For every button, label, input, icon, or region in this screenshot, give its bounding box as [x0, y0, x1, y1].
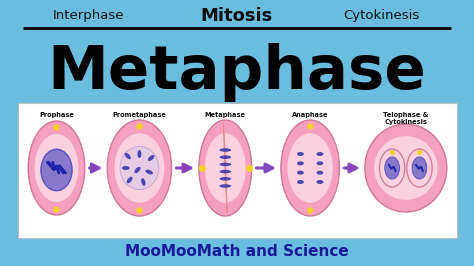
Ellipse shape	[135, 167, 141, 173]
Ellipse shape	[28, 121, 85, 215]
Text: Prophase: Prophase	[39, 112, 74, 118]
Ellipse shape	[219, 148, 231, 152]
Ellipse shape	[137, 150, 141, 158]
Ellipse shape	[219, 177, 231, 181]
Ellipse shape	[146, 170, 153, 174]
Ellipse shape	[365, 124, 447, 212]
Ellipse shape	[127, 177, 133, 183]
Text: Telophase &
Cytokinesis: Telophase & Cytokinesis	[383, 112, 428, 125]
Ellipse shape	[317, 171, 323, 175]
Ellipse shape	[297, 161, 304, 165]
Text: Prometaphase: Prometaphase	[112, 112, 166, 118]
Ellipse shape	[317, 152, 323, 156]
Ellipse shape	[380, 149, 405, 187]
FancyBboxPatch shape	[18, 103, 456, 238]
Ellipse shape	[125, 153, 131, 159]
Text: Anaphase: Anaphase	[292, 112, 328, 118]
Ellipse shape	[407, 149, 432, 187]
Text: Interphase: Interphase	[53, 10, 125, 23]
Ellipse shape	[317, 180, 323, 184]
Ellipse shape	[219, 184, 231, 188]
Ellipse shape	[412, 157, 427, 179]
Text: Metaphase: Metaphase	[47, 43, 427, 102]
Ellipse shape	[35, 134, 78, 202]
Ellipse shape	[120, 146, 159, 190]
Text: MooMooMath and Science: MooMooMath and Science	[125, 243, 349, 259]
Text: Cytokinesis: Cytokinesis	[343, 10, 419, 23]
Ellipse shape	[385, 157, 400, 179]
Ellipse shape	[374, 136, 438, 200]
Text: Metaphase: Metaphase	[205, 112, 246, 118]
Ellipse shape	[297, 171, 304, 175]
Ellipse shape	[297, 180, 304, 184]
Ellipse shape	[115, 133, 164, 203]
Ellipse shape	[317, 161, 323, 165]
Ellipse shape	[41, 149, 72, 191]
Ellipse shape	[219, 170, 231, 173]
Ellipse shape	[148, 155, 155, 161]
Ellipse shape	[297, 152, 304, 156]
Ellipse shape	[122, 166, 130, 170]
Text: Mitosis: Mitosis	[201, 7, 273, 25]
Ellipse shape	[281, 120, 339, 216]
Ellipse shape	[205, 133, 246, 203]
Ellipse shape	[141, 178, 146, 186]
Ellipse shape	[288, 133, 333, 203]
Ellipse shape	[107, 120, 172, 216]
Ellipse shape	[219, 163, 231, 166]
Ellipse shape	[219, 155, 231, 159]
Ellipse shape	[199, 120, 252, 216]
